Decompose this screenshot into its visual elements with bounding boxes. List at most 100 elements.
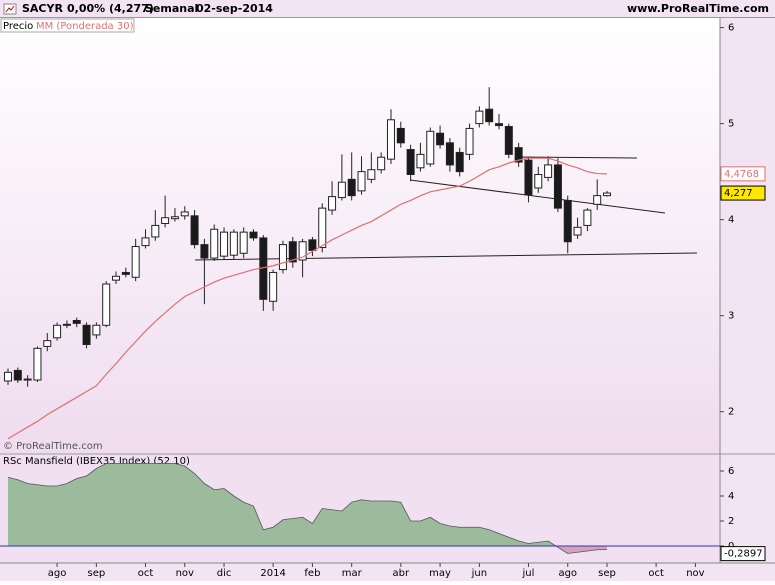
candle-body [200,244,209,259]
positive-area [8,463,608,546]
x-tick-label: oct [138,568,154,579]
main-panel [0,18,720,453]
legend-box [0,18,135,33]
candle-body [337,181,346,199]
candle-body [23,378,32,381]
candle-body [13,369,22,381]
candle-body [131,246,140,278]
candle-body [278,244,287,271]
value-tag-label: -0,2897 [724,549,763,560]
axes: 2 3 4 5 6 ago sep oct nov dic 2014 feb mar abr may jun j… [48,23,766,579]
candle-body [229,231,238,256]
candle-body [318,207,327,249]
candle-body [603,192,612,197]
value-tag [720,546,766,562]
lower-plot [0,463,720,554]
x-tick-label: abr [393,568,410,579]
candle-body [62,323,71,326]
candle-body [53,324,62,339]
candle-body [485,108,494,123]
candle-body [82,324,91,345]
candle-body [72,319,81,324]
candle-body [563,199,572,243]
candle-body [416,153,425,169]
x-tick-label: jul [522,568,535,579]
candle-body [180,211,189,217]
candle-body [239,231,248,254]
x-tick-label: oct [648,568,664,579]
candle-body [161,217,170,224]
change: 0,00% (4,277) [67,2,154,15]
legend-entry: MM (Ponderada 30) [36,21,134,32]
candle-body [396,127,405,144]
candle-body [544,164,553,178]
candle-body [141,237,150,247]
candle-body [102,283,111,326]
candle-body [328,196,337,211]
area-fill [8,463,608,546]
x-tick-label: 2014 [260,568,285,579]
candle-body [298,241,307,261]
x-tick-label: nov [176,568,194,579]
trendline [409,179,666,214]
candle-body [583,209,592,226]
candle-body [406,149,415,176]
indicator-title: RSc Mansfield (IBEX35 Index) (52 10) [3,456,190,467]
x-tick-label: nov [686,568,704,579]
legend-entry: Precio [3,21,33,32]
candle-body [269,271,278,302]
candle-body [43,340,52,347]
candle-body [504,126,513,155]
candle-body [524,159,533,196]
candle-body [455,151,464,173]
copyright: © ProRealTime.com [3,441,103,452]
x-tick-label: dic [217,568,232,579]
candle-body [190,215,199,246]
candle-body [92,324,101,336]
y-tick-label: 4 [728,215,734,226]
candle-body [4,371,12,382]
candle-body [495,123,503,127]
y-tick-label: 4 [728,491,734,502]
candle-body [151,224,160,238]
candle-body [367,169,376,180]
candle-body [357,171,366,192]
y-tick-label: 5 [728,119,734,130]
candle-body [465,127,474,155]
candle-body [426,130,435,165]
symbol: SACYR [22,2,63,15]
x-tick-label: mar [342,568,363,579]
candle-body [445,142,454,166]
candle-body [386,119,395,160]
candle-body [377,156,386,171]
x-tick-label: jun [471,568,487,579]
area-line [7,463,608,554]
y-tick-label: 2 [728,407,734,418]
value-tag [720,185,766,201]
value-tag-label: 4,4768 [724,169,759,180]
y-tick-label: 3 [728,311,734,322]
candle-body [308,239,317,251]
site: www.ProRealTime.com [627,2,769,15]
candle-body [514,147,523,163]
y-tick-label: 2 [728,516,734,527]
trendline [194,252,698,261]
candle-body [288,241,297,263]
candle-body [112,275,121,281]
area-line-wrap [7,463,608,554]
candle-body [593,195,602,205]
candle-body [347,178,356,197]
candle-body [33,347,42,381]
value-tag [720,166,766,182]
x-tick-label: sep [598,568,616,579]
candle-body [436,132,445,146]
moving-average [7,157,608,440]
candle-body [121,271,130,275]
period: Semanal [145,2,198,15]
candle-body [170,216,179,220]
candle-body [220,231,229,257]
candle-body [475,110,484,125]
y-tick-label: 6 [728,23,734,34]
